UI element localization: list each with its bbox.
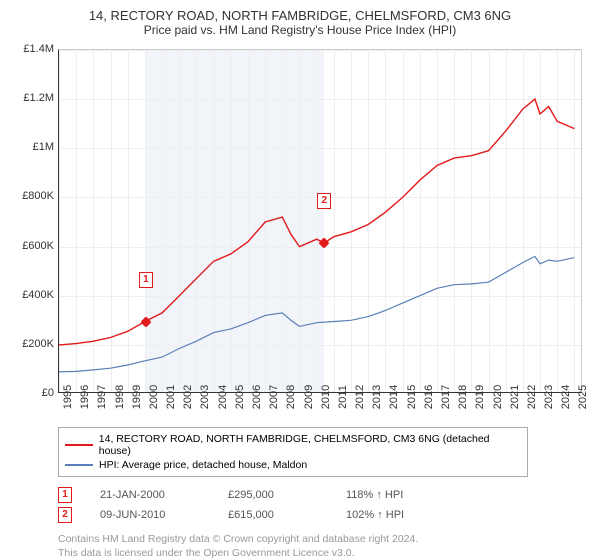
legend-item: 14, RECTORY ROAD, NORTH FAMBRIDGE, CHELM… (65, 432, 521, 458)
sale-row-marker: 1 (58, 487, 72, 503)
sale-row: 1 21-JAN-2000 £295,000 118% ↑ HPI (58, 485, 588, 505)
sale-date: 21-JAN-2000 (100, 489, 200, 501)
footer-line-2: This data is licensed under the Open Gov… (58, 547, 588, 560)
legend-swatch (65, 464, 93, 466)
sale-price: £295,000 (228, 489, 318, 501)
line-series (59, 50, 583, 394)
legend-label: HPI: Average price, detached house, Mald… (99, 459, 307, 471)
y-axis-tick: £400K (12, 289, 54, 301)
chart-subtitle: Price paid vs. HM Land Registry's House … (12, 23, 588, 37)
chart-area: £0£200K£400K£600K£800K£1M£1.2M£1.4M 12 1… (12, 45, 588, 425)
legend-label: 14, RECTORY ROAD, NORTH FAMBRIDGE, CHELM… (99, 433, 521, 457)
sale-price: £615,000 (228, 509, 318, 521)
plot-region: 12 (58, 49, 582, 393)
y-axis-tick: £1.4M (12, 43, 54, 55)
footer-line-1: Contains HM Land Registry data © Crown c… (58, 533, 588, 547)
y-axis-tick: £0 (12, 387, 54, 399)
series-hpi (59, 256, 574, 372)
sale-row: 2 09-JUN-2010 £615,000 102% ↑ HPI (58, 505, 588, 525)
x-axis-tick: 2025 (577, 385, 600, 409)
legend: 14, RECTORY ROAD, NORTH FAMBRIDGE, CHELM… (58, 427, 528, 477)
legend-swatch (65, 444, 93, 446)
legend-item: HPI: Average price, detached house, Mald… (65, 458, 521, 472)
footer-attribution: Contains HM Land Registry data © Crown c… (58, 533, 588, 560)
y-axis-tick: £1.2M (12, 92, 54, 104)
sales-table: 1 21-JAN-2000 £295,000 118% ↑ HPI 2 09-JUN-20… (58, 485, 588, 525)
series-property (59, 99, 574, 345)
y-axis-tick: £800K (12, 190, 54, 202)
y-axis-tick: £200K (12, 338, 54, 350)
y-axis-tick: £600K (12, 240, 54, 252)
sale-row-marker: 2 (58, 507, 72, 523)
sale-date: 09-JUN-2010 (100, 509, 200, 521)
sale-hpi: 102% ↑ HPI (346, 509, 404, 521)
chart-title: 14, RECTORY ROAD, NORTH FAMBRIDGE, CHELM… (12, 8, 588, 23)
y-axis-tick: £1M (12, 141, 54, 153)
sale-hpi: 118% ↑ HPI (346, 489, 403, 501)
sale-marker-label: 1 (139, 272, 153, 288)
sale-marker-label: 2 (317, 193, 331, 209)
